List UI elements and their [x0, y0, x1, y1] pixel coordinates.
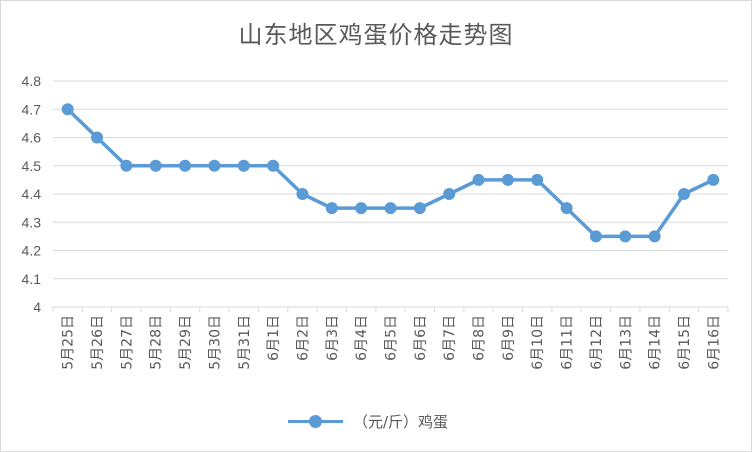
x-tick-label: 6月3日 — [325, 315, 341, 361]
data-point — [413, 202, 426, 215]
data-point — [531, 173, 544, 186]
y-tick-label: 4.4 — [22, 186, 42, 202]
y-tick-label: 4.8 — [22, 73, 42, 89]
data-point — [707, 173, 720, 186]
data-point — [355, 202, 368, 215]
data-point — [61, 103, 74, 116]
y-tick-label: 4.3 — [22, 214, 42, 230]
y-tick-label: 4 — [33, 299, 41, 315]
x-tick-label: 6月11日 — [560, 315, 576, 370]
data-point — [325, 202, 338, 215]
data-point — [296, 188, 309, 200]
x-tick-label: 6月5日 — [384, 315, 400, 361]
x-tick-label: 6月1日 — [266, 315, 282, 361]
x-tick-label: 5月30日 — [207, 315, 223, 370]
x-tick-label: 5月25日 — [61, 315, 77, 370]
data-point — [91, 131, 104, 144]
data-point — [267, 159, 280, 172]
data-point — [179, 159, 192, 172]
x-tick-label: 6月15日 — [677, 315, 693, 370]
data-point — [237, 159, 250, 172]
data-point — [472, 173, 485, 186]
x-tick-label: 6月13日 — [618, 315, 634, 370]
legend-label: （元/斤）鸡蛋 — [353, 412, 449, 431]
data-point — [384, 202, 397, 215]
x-tick-label: 5月29日 — [178, 315, 194, 370]
x-tick-label: 5月28日 — [149, 315, 165, 370]
data-point — [648, 230, 661, 243]
y-tick-label: 4.1 — [22, 271, 42, 287]
data-point — [443, 188, 456, 200]
data-point — [619, 230, 632, 243]
x-tick-label: 5月27日 — [119, 315, 135, 370]
y-tick-label: 4.2 — [22, 243, 42, 259]
legend: （元/斤）鸡蛋 — [288, 407, 448, 435]
series-line — [66, 107, 715, 239]
data-point — [589, 230, 602, 243]
x-tick-label: 5月31日 — [237, 315, 253, 370]
x-tick-label: 6月7日 — [442, 315, 458, 361]
x-tick-label: 6月10日 — [530, 315, 546, 370]
data-point — [149, 159, 162, 172]
x-tick-label: 6月12日 — [589, 315, 605, 370]
data-point — [501, 173, 514, 186]
x-tick-label: 6月16日 — [706, 315, 722, 370]
x-tick-label: 6月6日 — [413, 315, 429, 361]
y-tick-label: 4.7 — [22, 101, 42, 117]
x-tick-label: 6月9日 — [501, 315, 517, 361]
x-tick-label: 6月4日 — [354, 315, 370, 361]
x-tick-label: 6月2日 — [295, 315, 311, 361]
x-tick-label: 6月8日 — [472, 315, 488, 361]
y-tick-label: 4.6 — [22, 130, 42, 146]
x-tick-label: 5月26日 — [90, 315, 106, 370]
data-point — [208, 159, 221, 172]
data-point — [560, 202, 573, 215]
data-point — [677, 188, 690, 200]
chart-title: 山东地区鸡蛋价格走势图 — [238, 21, 514, 49]
legend-marker — [288, 411, 343, 431]
y-tick-label: 4.5 — [22, 158, 42, 174]
x-tick-label: 6月14日 — [648, 315, 664, 370]
data-point — [120, 159, 133, 172]
